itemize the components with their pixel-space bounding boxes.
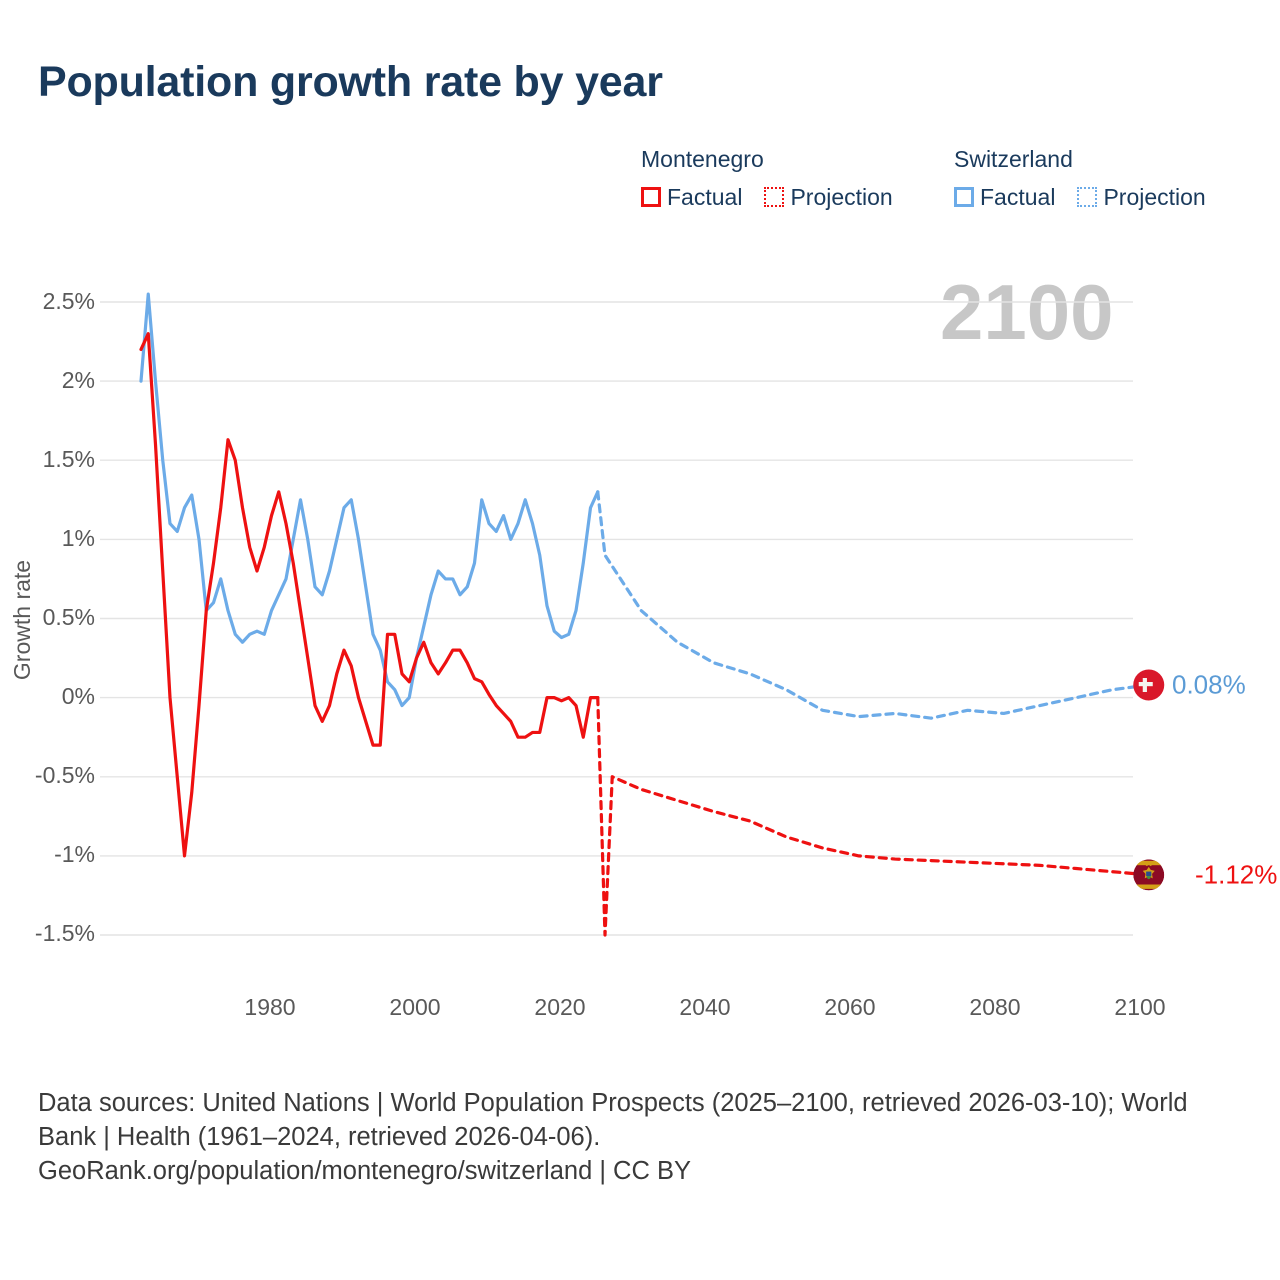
svg-text:2.5%: 2.5% xyxy=(43,288,95,314)
svg-text:2%: 2% xyxy=(62,367,95,393)
svg-text:2040: 2040 xyxy=(679,994,730,1020)
svg-text:-1.5%: -1.5% xyxy=(35,920,95,946)
svg-text:0.08%: 0.08% xyxy=(1172,670,1246,700)
svg-text:0%: 0% xyxy=(62,683,95,709)
svg-text:2020: 2020 xyxy=(534,994,585,1020)
svg-text:-1.12%: -1.12% xyxy=(1195,860,1277,890)
svg-text:1.5%: 1.5% xyxy=(43,446,95,472)
svg-text:0.5%: 0.5% xyxy=(43,604,95,630)
svg-text:-0.5%: -0.5% xyxy=(35,762,95,788)
svg-text:Growth rate: Growth rate xyxy=(9,560,35,680)
svg-text:2080: 2080 xyxy=(969,994,1020,1020)
svg-text:2060: 2060 xyxy=(824,994,875,1020)
svg-text:1%: 1% xyxy=(62,525,95,551)
svg-text:2100: 2100 xyxy=(1114,994,1165,1020)
svg-text:2000: 2000 xyxy=(389,994,440,1020)
svg-text:1980: 1980 xyxy=(244,994,295,1020)
svg-text:-1%: -1% xyxy=(54,841,95,867)
